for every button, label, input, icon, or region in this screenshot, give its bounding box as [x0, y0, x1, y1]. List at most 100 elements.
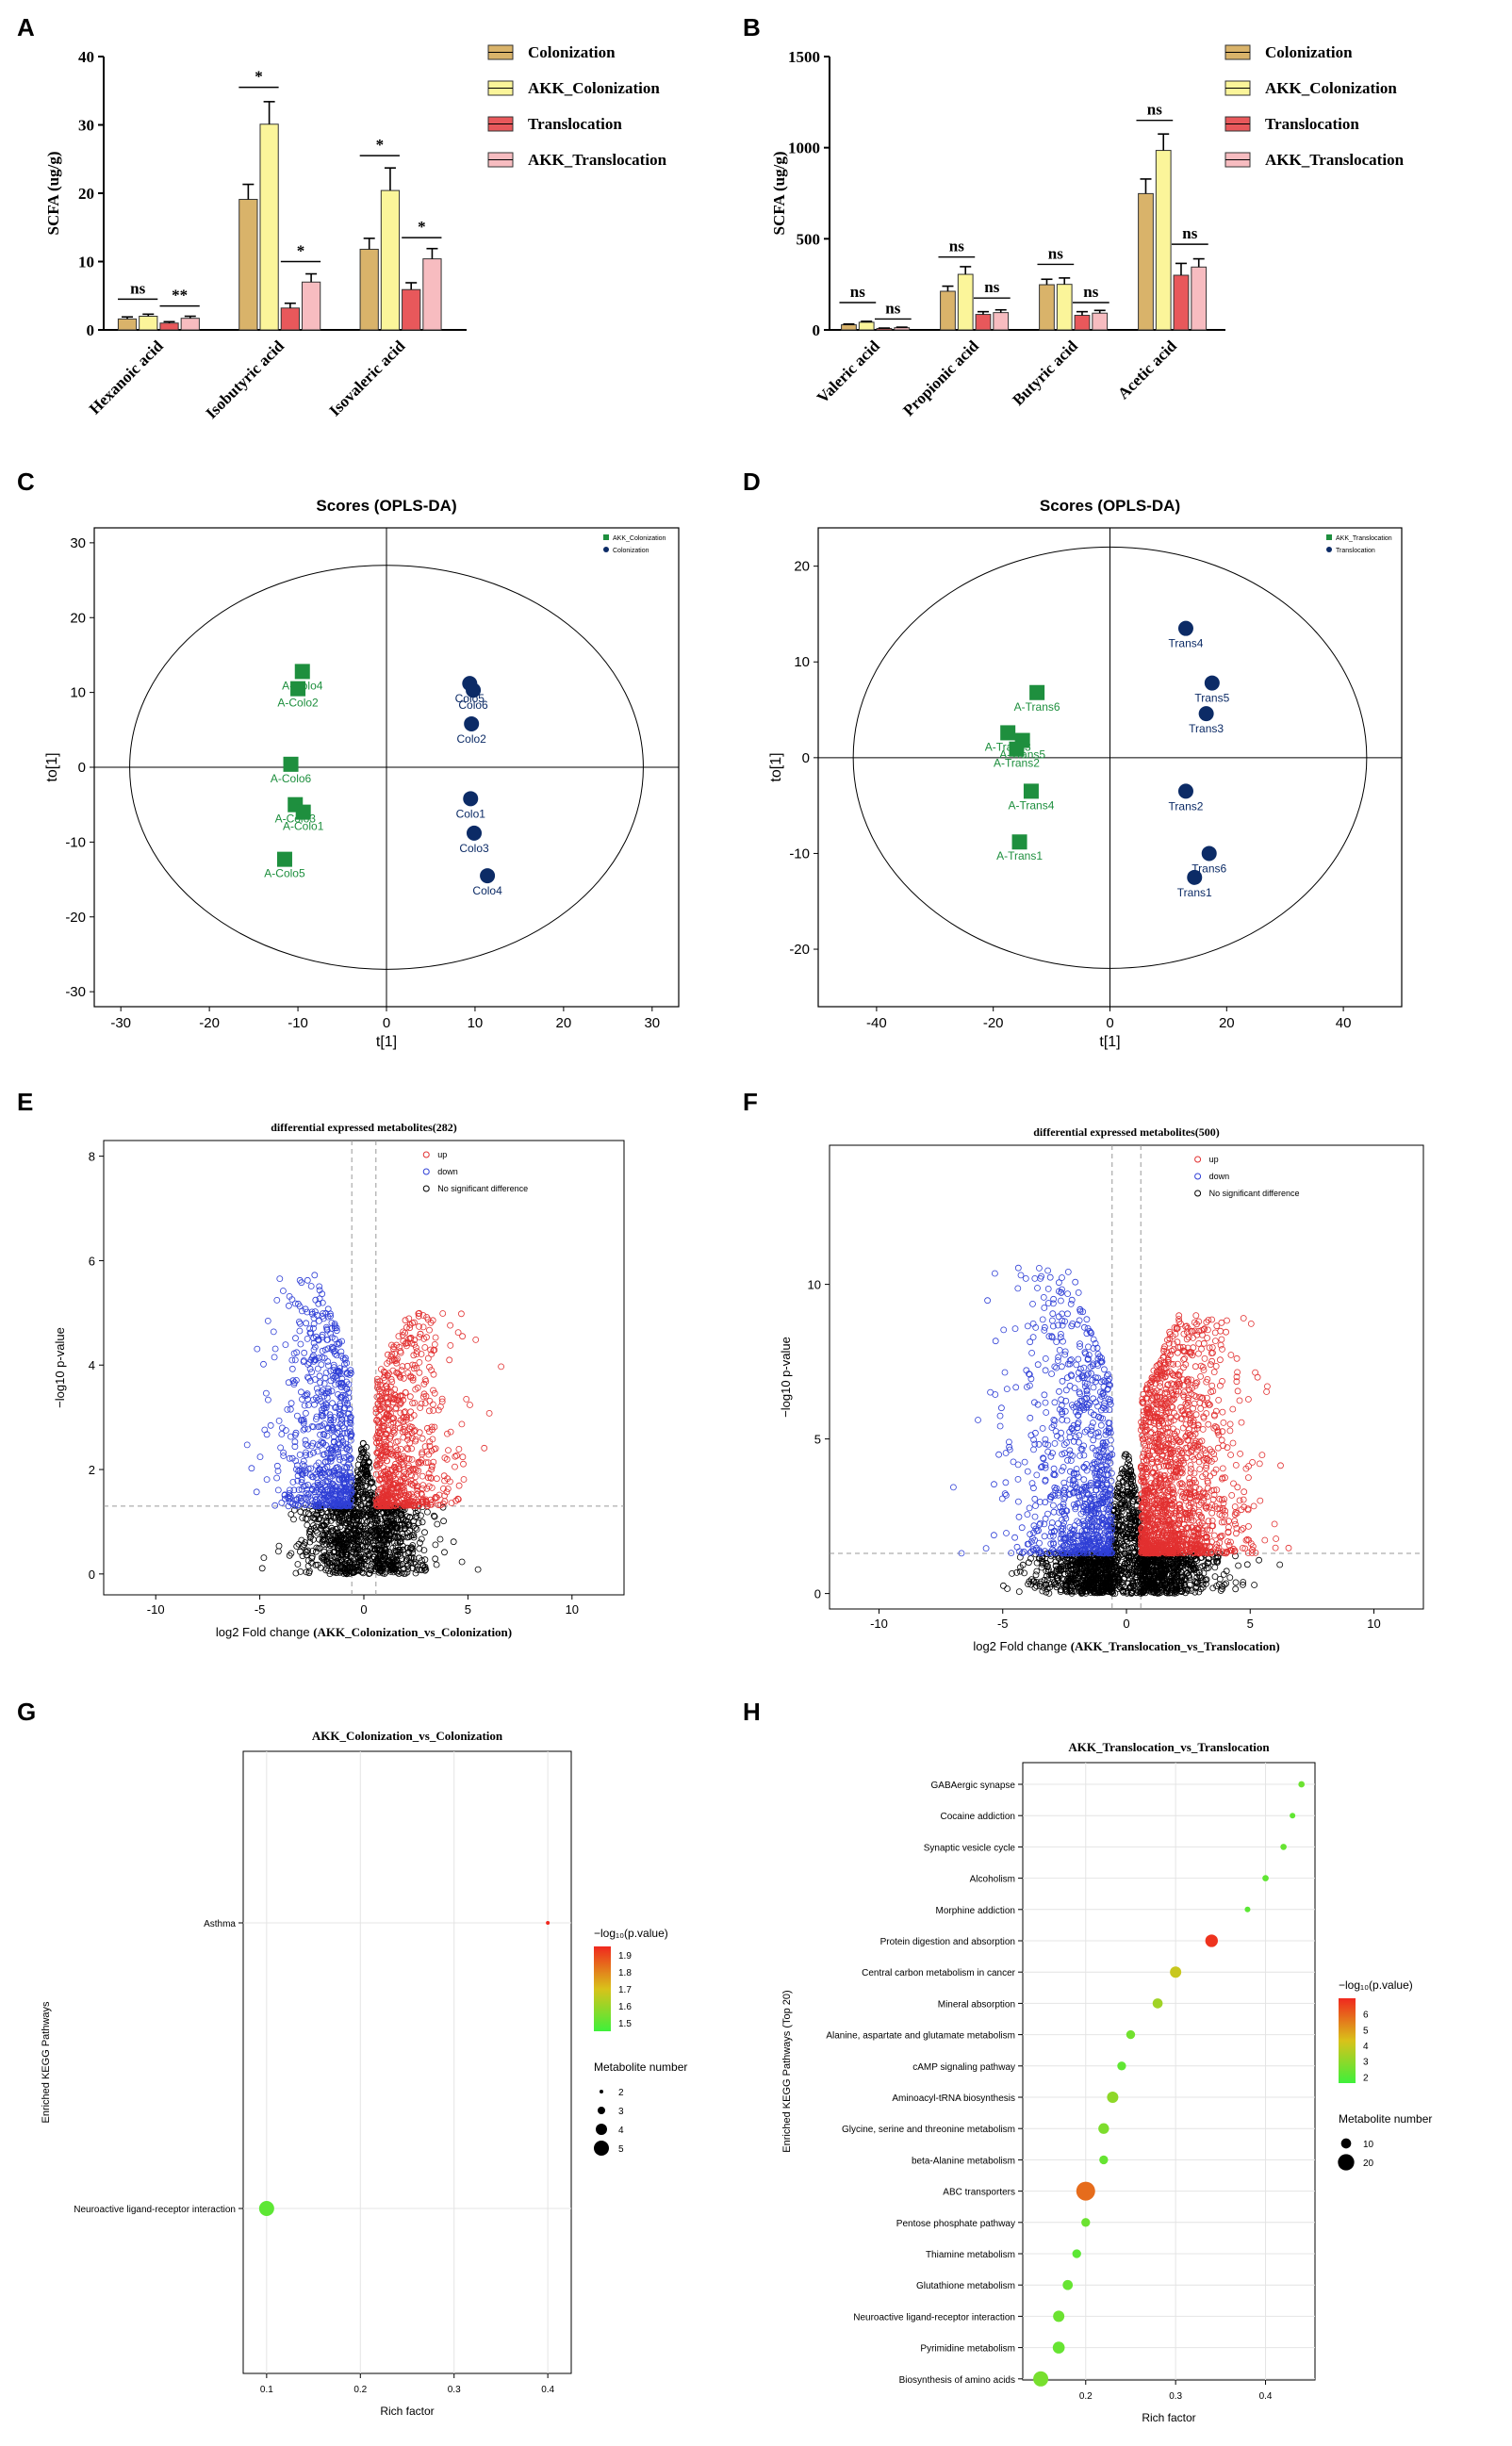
volcano-point — [332, 1567, 339, 1574]
volcano-point — [243, 1441, 251, 1449]
volcano-point — [396, 1534, 403, 1541]
y-tick-label: -10 — [789, 845, 810, 862]
panel-label-C: C — [17, 468, 35, 496]
volcano-plot-F: differential expressed metabolites(500)-… — [779, 1125, 1424, 1653]
bar — [422, 258, 442, 331]
volcano-point — [430, 1458, 437, 1466]
volcano-point — [1251, 1582, 1257, 1588]
volcano-point — [412, 1509, 419, 1517]
x-tick-label: -20 — [199, 1015, 220, 1031]
volcano-point — [416, 1545, 423, 1552]
bar — [359, 248, 379, 331]
significance-label: ** — [172, 287, 188, 304]
volcano-point — [430, 1512, 437, 1519]
legend-label: AKK_Colonization — [613, 535, 666, 542]
bar — [402, 288, 421, 331]
volcano-point — [373, 1515, 381, 1521]
volcano-point — [368, 1563, 375, 1570]
volcano-point — [327, 1513, 335, 1519]
volcano-point — [403, 1323, 410, 1331]
score-point-square — [294, 664, 310, 680]
score-point-square — [1029, 684, 1045, 700]
volcano-point — [394, 1524, 402, 1532]
legend-label: AKK_Translocation — [1265, 151, 1405, 169]
y-tick-label: -10 — [65, 834, 86, 850]
volcano-point — [323, 1518, 331, 1525]
x-tick-label: 20 — [1219, 1015, 1235, 1031]
x-category-label: Butyric acid — [1009, 337, 1081, 409]
volcano-point — [270, 1328, 277, 1336]
volcano-point — [1215, 1397, 1223, 1404]
y-tick-label: 2 — [89, 1463, 95, 1477]
bar — [1191, 266, 1208, 331]
volcano-point — [370, 1532, 378, 1538]
volcano-point — [279, 1288, 287, 1294]
volcano-point — [371, 1528, 379, 1535]
bar — [380, 189, 401, 331]
volcano-point — [1235, 1562, 1241, 1569]
volcano-point — [350, 1509, 357, 1517]
volcano-point — [382, 1546, 389, 1552]
volcano-point — [416, 1429, 423, 1436]
legend-label: Colonization — [1265, 43, 1353, 61]
y-axis-label: −log10 p-value — [779, 1337, 793, 1418]
chart-title: differential expressed metabolites(282) — [271, 1121, 457, 1134]
volcano-point — [402, 1524, 409, 1532]
volcano-point — [314, 1529, 321, 1536]
x-tick-label: 10 — [566, 1602, 579, 1617]
x-tick-label: 5 — [1247, 1617, 1254, 1631]
volcano-point — [1211, 1573, 1219, 1580]
volcano-point — [320, 1554, 328, 1562]
bar — [238, 199, 258, 331]
volcano-point — [357, 1536, 365, 1544]
volcano-point — [299, 1461, 306, 1468]
volcano-point — [273, 1474, 281, 1482]
y-tick-label: 10 — [70, 685, 86, 701]
volcano-point — [349, 1548, 356, 1555]
volcano-point — [248, 1465, 255, 1472]
volcano-point — [418, 1535, 425, 1543]
volcano-point — [350, 1538, 357, 1545]
legend-label: Translocation — [1265, 115, 1359, 133]
volcano-point — [299, 1542, 306, 1550]
volcano-point — [260, 1554, 268, 1561]
x-axis-label: t[1] — [376, 1034, 397, 1050]
volcano-point — [413, 1513, 420, 1519]
bar — [1138, 192, 1154, 331]
y-tick-label: 0 — [89, 1568, 95, 1582]
volcano-point — [319, 1522, 326, 1530]
volcano-point — [320, 1521, 328, 1529]
volcano-point — [323, 1560, 331, 1568]
volcano-point — [1210, 1369, 1218, 1375]
bar — [894, 327, 911, 331]
legend-label: Colonization — [613, 548, 649, 554]
volcano-point — [306, 1325, 314, 1333]
volcano-point — [375, 1524, 382, 1532]
volcano-point — [369, 1478, 376, 1486]
x-category-label: Hexanoic acid — [86, 337, 167, 418]
volcano-point — [391, 1534, 399, 1540]
y-tick-label: 1500 — [788, 48, 820, 66]
x-axis-label: log2 Fold change (AKK_Colonization_vs_Co… — [216, 1625, 512, 1639]
y-tick-label: -20 — [789, 942, 810, 958]
y-tick-label: 0 — [813, 321, 821, 339]
legend-circle — [603, 547, 609, 552]
confidence-ellipse — [852, 546, 1368, 969]
volcano-point — [419, 1518, 426, 1526]
volcano-point — [288, 1365, 296, 1372]
volcano-point — [271, 1354, 278, 1361]
volcano-point — [353, 1565, 360, 1571]
volcano-point — [286, 1551, 293, 1559]
x-tick-label: 40 — [1336, 1015, 1352, 1031]
volcano-point — [304, 1442, 311, 1449]
volcano-point — [410, 1560, 418, 1567]
volcano-point — [275, 1418, 283, 1424]
chart-title: Scores (OPLS-DA) — [1040, 497, 1180, 515]
volcano-point — [370, 1542, 378, 1550]
y-tick-label: -30 — [65, 984, 86, 1000]
volcano-point — [1000, 1582, 1007, 1589]
volcano-point — [292, 1335, 299, 1342]
score-point-circle — [480, 868, 496, 884]
volcano-point — [429, 1401, 436, 1408]
